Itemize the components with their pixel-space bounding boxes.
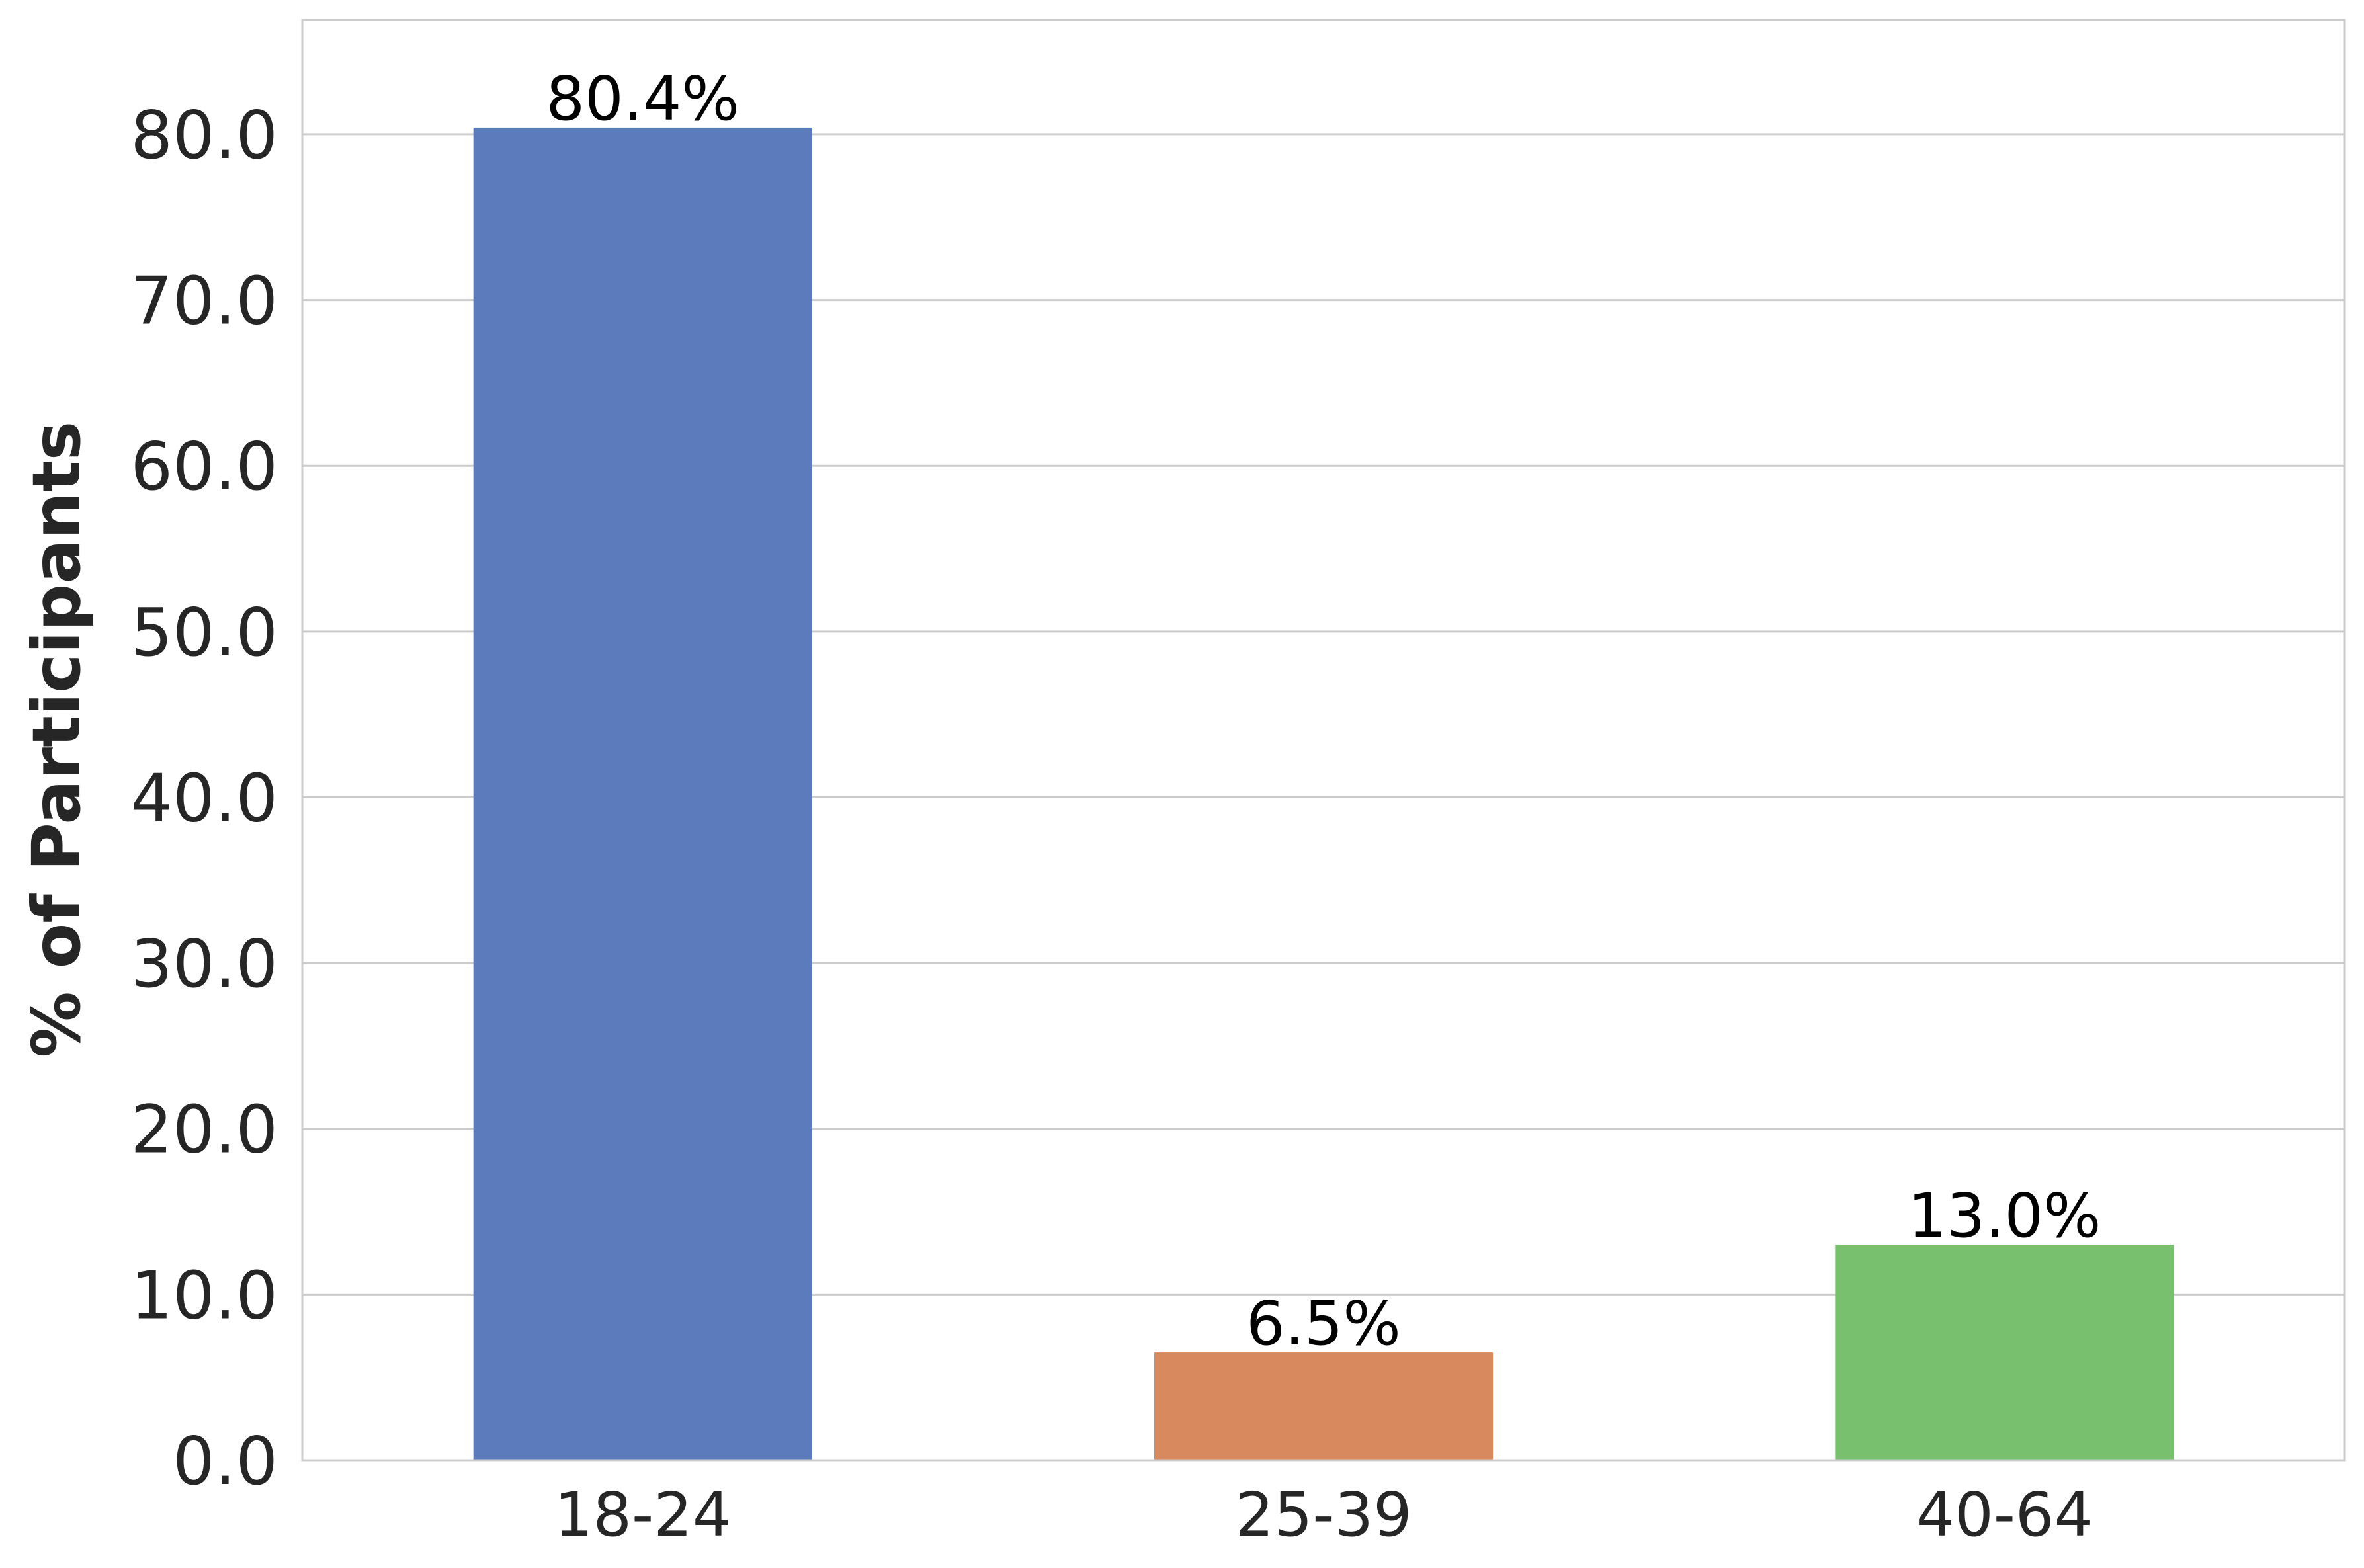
x-tick-label: 18-24 [554, 1479, 731, 1550]
y-axis-label: % of Participants [18, 421, 95, 1058]
y-tick-label: 10.0 [130, 1257, 278, 1334]
x-tick-label: 25-39 [1235, 1479, 1412, 1550]
y-tick-label: 50.0 [130, 594, 278, 671]
plot-frame [301, 19, 2346, 1462]
x-axis-ticks: 18-24 25-39 40-64 [554, 1479, 2093, 1550]
bar-25-39 [1154, 1352, 1493, 1460]
bar-18-24 [473, 127, 812, 1461]
y-tick-label: 60.0 [130, 428, 278, 505]
y-tick-label: 70.0 [130, 263, 278, 340]
y-axis-ticks: 0.0 10.0 20.0 30.0 40.0 50.0 60.0 70.0 80.0 [130, 97, 278, 1500]
y-tick-label: 0.0 [173, 1423, 278, 1500]
data-label-18-24: 80.4% [546, 63, 739, 134]
x-tick-label: 40-64 [1916, 1479, 2093, 1550]
data-label-25-39: 6.5% [1246, 1288, 1401, 1359]
y-tick-label: 80.0 [130, 97, 278, 174]
y-tick-label: 30.0 [130, 925, 278, 1003]
data-label-40-64: 13.0% [1908, 1180, 2101, 1251]
bar-40-64 [1835, 1245, 2174, 1460]
bars [473, 127, 2174, 1461]
y-tick-label: 20.0 [130, 1091, 278, 1169]
data-labels: 80.4% 6.5% 13.0% [546, 63, 2101, 1359]
y-tick-label: 40.0 [130, 759, 278, 837]
